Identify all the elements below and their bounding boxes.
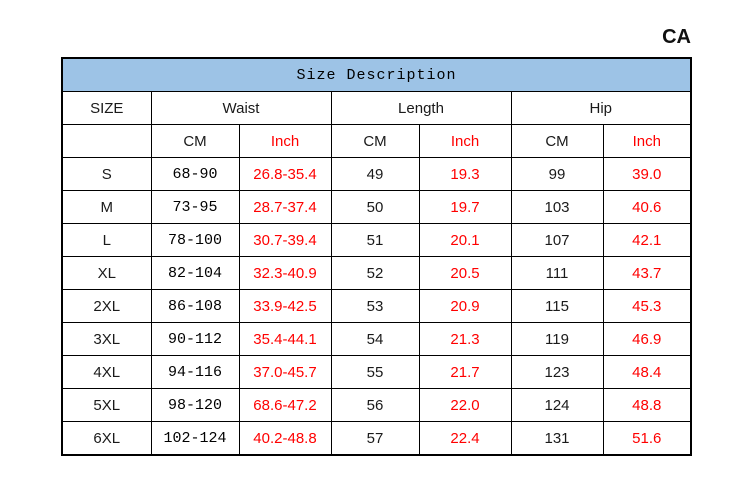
hip-cm-cell: 111 bbox=[510, 256, 604, 290]
hip-inch-header: Inch bbox=[602, 124, 692, 158]
col-header-size: SIZE bbox=[61, 91, 152, 125]
length-inch-cell: 20.1 bbox=[418, 223, 512, 257]
length-cm-cell: 53 bbox=[330, 289, 420, 323]
hip-cm-cell: 103 bbox=[510, 190, 604, 224]
hip-inch-cell: 40.6 bbox=[602, 190, 692, 224]
waist-inch-cell: 33.9-42.5 bbox=[238, 289, 332, 323]
unit-header-row: CM Inch CM Inch CM Inch bbox=[61, 124, 692, 158]
hip-inch-cell: 43.7 bbox=[602, 256, 692, 290]
length-cm-cell: 52 bbox=[330, 256, 420, 290]
hip-inch-cell: 51.6 bbox=[602, 421, 692, 456]
hip-cm-cell: 123 bbox=[510, 355, 604, 389]
length-inch-cell: 22.4 bbox=[418, 421, 512, 456]
size-cell: 2XL bbox=[61, 289, 152, 323]
waist-inch-cell: 26.8-35.4 bbox=[238, 157, 332, 191]
size-cell: 4XL bbox=[61, 355, 152, 389]
title-row: Size Description bbox=[61, 57, 692, 92]
hip-cm-cell: 107 bbox=[510, 223, 604, 257]
waist-inch-header: Inch bbox=[238, 124, 332, 158]
waist-cm-cell: 90-112 bbox=[150, 322, 240, 356]
table-row: 2XL 86-108 33.9-42.5 53 20.9 115 45.3 bbox=[61, 289, 692, 323]
col-group-length: Length bbox=[330, 91, 512, 125]
waist-cm-cell: 86-108 bbox=[150, 289, 240, 323]
waist-inch-cell: 30.7-39.4 bbox=[238, 223, 332, 257]
waist-cm-cell: 73-95 bbox=[150, 190, 240, 224]
hip-cm-cell: 131 bbox=[510, 421, 604, 456]
size-cell: M bbox=[61, 190, 152, 224]
table-row: 6XL 102-124 40.2-48.8 57 22.4 131 51.6 bbox=[61, 421, 692, 456]
length-cm-header: CM bbox=[330, 124, 420, 158]
table-title: Size Description bbox=[61, 57, 692, 92]
waist-cm-header: CM bbox=[150, 124, 240, 158]
length-inch-cell: 19.7 bbox=[418, 190, 512, 224]
length-cm-cell: 54 bbox=[330, 322, 420, 356]
size-cell: 3XL bbox=[61, 322, 152, 356]
size-cell: XL bbox=[61, 256, 152, 290]
size-description-table: Size Description SIZE Waist Length Hip C… bbox=[61, 57, 693, 456]
empty-corner-cell bbox=[61, 124, 152, 158]
hip-cm-cell: 99 bbox=[510, 157, 604, 191]
waist-cm-cell: 82-104 bbox=[150, 256, 240, 290]
hip-inch-cell: 39.0 bbox=[602, 157, 692, 191]
length-inch-cell: 21.7 bbox=[418, 355, 512, 389]
size-cell: 6XL bbox=[61, 421, 152, 456]
hip-inch-cell: 45.3 bbox=[602, 289, 692, 323]
length-inch-cell: 21.3 bbox=[418, 322, 512, 356]
size-cell: S bbox=[61, 157, 152, 191]
waist-cm-cell: 98-120 bbox=[150, 388, 240, 422]
length-cm-cell: 51 bbox=[330, 223, 420, 257]
table-row: L 78-100 30.7-39.4 51 20.1 107 42.1 bbox=[61, 223, 692, 257]
table-row: 4XL 94-116 37.0-45.7 55 21.7 123 48.4 bbox=[61, 355, 692, 389]
hip-cm-cell: 119 bbox=[510, 322, 604, 356]
length-inch-cell: 22.0 bbox=[418, 388, 512, 422]
waist-inch-cell: 37.0-45.7 bbox=[238, 355, 332, 389]
length-inch-cell: 20.9 bbox=[418, 289, 512, 323]
country-code-label: CA bbox=[662, 26, 691, 48]
table-row: M 73-95 28.7-37.4 50 19.7 103 40.6 bbox=[61, 190, 692, 224]
waist-inch-cell: 35.4-44.1 bbox=[238, 322, 332, 356]
col-group-hip: Hip bbox=[510, 91, 692, 125]
waist-inch-cell: 40.2-48.8 bbox=[238, 421, 332, 456]
waist-cm-cell: 68-90 bbox=[150, 157, 240, 191]
waist-cm-cell: 78-100 bbox=[150, 223, 240, 257]
waist-inch-cell: 68.6-47.2 bbox=[238, 388, 332, 422]
waist-cm-cell: 94-116 bbox=[150, 355, 240, 389]
table-row: 5XL 98-120 68.6-47.2 56 22.0 124 48.8 bbox=[61, 388, 692, 422]
hip-cm-cell: 124 bbox=[510, 388, 604, 422]
length-cm-cell: 56 bbox=[330, 388, 420, 422]
length-cm-cell: 50 bbox=[330, 190, 420, 224]
hip-inch-cell: 46.9 bbox=[602, 322, 692, 356]
size-cell: L bbox=[61, 223, 152, 257]
hip-cm-header: CM bbox=[510, 124, 604, 158]
waist-inch-cell: 32.3-40.9 bbox=[238, 256, 332, 290]
hip-inch-cell: 48.8 bbox=[602, 388, 692, 422]
hip-cm-cell: 115 bbox=[510, 289, 604, 323]
length-cm-cell: 55 bbox=[330, 355, 420, 389]
length-inch-cell: 19.3 bbox=[418, 157, 512, 191]
size-cell: 5XL bbox=[61, 388, 152, 422]
length-cm-cell: 57 bbox=[330, 421, 420, 456]
waist-inch-cell: 28.7-37.4 bbox=[238, 190, 332, 224]
col-group-waist: Waist bbox=[150, 91, 332, 125]
table-row: 3XL 90-112 35.4-44.1 54 21.3 119 46.9 bbox=[61, 322, 692, 356]
hip-inch-cell: 48.4 bbox=[602, 355, 692, 389]
length-inch-header: Inch bbox=[418, 124, 512, 158]
table-row: S 68-90 26.8-35.4 49 19.3 99 39.0 bbox=[61, 157, 692, 191]
length-inch-cell: 20.5 bbox=[418, 256, 512, 290]
waist-cm-cell: 102-124 bbox=[150, 421, 240, 456]
hip-inch-cell: 42.1 bbox=[602, 223, 692, 257]
length-cm-cell: 49 bbox=[330, 157, 420, 191]
table-row: XL 82-104 32.3-40.9 52 20.5 111 43.7 bbox=[61, 256, 692, 290]
group-header-row: SIZE Waist Length Hip bbox=[61, 91, 692, 125]
